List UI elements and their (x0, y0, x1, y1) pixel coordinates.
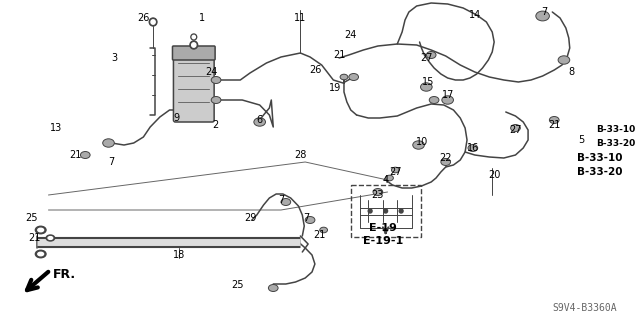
Text: 7: 7 (303, 213, 309, 223)
Circle shape (191, 34, 196, 40)
Ellipse shape (536, 11, 549, 21)
Text: 10: 10 (417, 137, 429, 147)
Text: 13: 13 (50, 123, 62, 133)
Text: 7: 7 (541, 7, 548, 17)
Ellipse shape (468, 145, 477, 152)
Text: 17: 17 (442, 90, 454, 100)
Text: 20: 20 (488, 170, 500, 180)
Text: 21: 21 (69, 150, 82, 160)
Ellipse shape (373, 189, 383, 196)
Ellipse shape (268, 285, 278, 292)
Text: 1: 1 (198, 13, 205, 23)
Text: B-33-20: B-33-20 (577, 167, 622, 177)
Text: 19: 19 (329, 83, 341, 93)
Text: 5: 5 (579, 135, 584, 145)
Text: 27: 27 (389, 167, 401, 177)
Text: 24: 24 (205, 67, 218, 77)
Bar (351, 185, 420, 237)
Text: 23: 23 (372, 190, 384, 200)
Circle shape (190, 41, 198, 49)
Text: 22: 22 (440, 153, 452, 163)
Text: 21: 21 (548, 120, 561, 130)
Ellipse shape (48, 237, 52, 239)
Text: 9: 9 (173, 113, 179, 123)
Ellipse shape (81, 152, 90, 159)
Text: 26: 26 (310, 65, 322, 75)
Circle shape (149, 18, 157, 26)
Ellipse shape (38, 228, 44, 232)
Text: 21: 21 (333, 50, 346, 60)
Ellipse shape (46, 235, 54, 241)
Ellipse shape (211, 97, 221, 103)
Text: 2: 2 (212, 120, 218, 130)
Text: 21: 21 (314, 230, 326, 240)
Ellipse shape (211, 77, 221, 84)
Circle shape (151, 20, 156, 24)
Text: 29: 29 (244, 213, 256, 223)
Ellipse shape (392, 167, 399, 173)
Ellipse shape (254, 118, 266, 126)
Text: 3: 3 (111, 53, 117, 63)
Text: B-33-10: B-33-10 (596, 125, 635, 135)
Ellipse shape (511, 124, 520, 131)
Ellipse shape (38, 252, 44, 256)
Circle shape (368, 209, 372, 213)
Text: FR.: FR. (53, 269, 76, 281)
Ellipse shape (441, 159, 451, 166)
Text: 25: 25 (25, 213, 37, 223)
Text: B-33-10: B-33-10 (577, 153, 622, 163)
Text: 14: 14 (468, 10, 481, 20)
Ellipse shape (305, 217, 315, 224)
Ellipse shape (340, 74, 348, 80)
Ellipse shape (549, 116, 559, 123)
Text: E-19-1: E-19-1 (363, 236, 403, 246)
Ellipse shape (349, 73, 358, 80)
Text: 28: 28 (294, 150, 307, 160)
Ellipse shape (386, 175, 394, 181)
Text: 15: 15 (422, 77, 435, 87)
Text: 24: 24 (344, 30, 357, 40)
Circle shape (192, 35, 195, 39)
Circle shape (191, 43, 196, 47)
Text: B-33-20: B-33-20 (596, 138, 635, 147)
Ellipse shape (420, 83, 432, 91)
Text: 18: 18 (173, 250, 186, 260)
Ellipse shape (429, 97, 439, 103)
Ellipse shape (35, 250, 46, 258)
Text: 11: 11 (294, 13, 307, 23)
Ellipse shape (426, 51, 436, 58)
Text: 21: 21 (29, 233, 41, 243)
Ellipse shape (281, 198, 291, 205)
Text: 7: 7 (278, 195, 284, 205)
Text: 27: 27 (420, 53, 433, 63)
Ellipse shape (558, 56, 570, 64)
Circle shape (399, 209, 403, 213)
Text: 25: 25 (231, 280, 244, 290)
Ellipse shape (413, 141, 424, 149)
Text: 26: 26 (137, 13, 150, 23)
Text: 16: 16 (467, 143, 479, 153)
Text: 7: 7 (108, 157, 115, 167)
Ellipse shape (102, 139, 115, 147)
FancyBboxPatch shape (172, 46, 215, 60)
Text: 8: 8 (568, 67, 575, 77)
Text: S9V4-B3360A: S9V4-B3360A (552, 303, 617, 313)
Text: 6: 6 (257, 115, 263, 125)
Text: 4: 4 (383, 175, 388, 185)
Ellipse shape (35, 226, 46, 234)
Ellipse shape (442, 96, 454, 104)
Ellipse shape (320, 227, 328, 233)
Text: E-19: E-19 (369, 223, 397, 233)
Text: 27: 27 (509, 125, 522, 135)
Circle shape (384, 209, 388, 213)
FancyBboxPatch shape (173, 53, 214, 122)
